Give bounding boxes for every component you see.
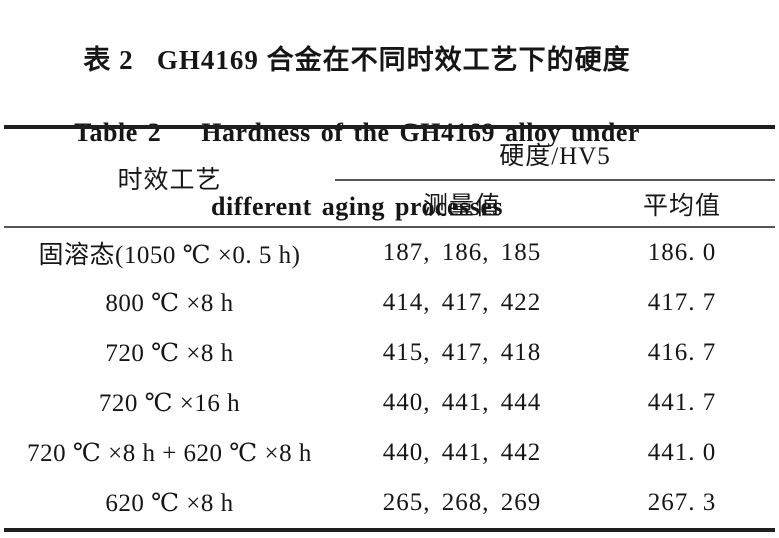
header-body-rule xyxy=(4,226,775,228)
column-header-hardness-group: 硬度/HV5 xyxy=(499,142,611,170)
table-bottom-rule xyxy=(4,528,775,532)
cell-average: 441. 7 xyxy=(647,389,717,416)
cell-average: 267. 3 xyxy=(647,489,717,516)
table-title-en-line2: different aging processes xyxy=(211,192,503,221)
cell-process: 720 ℃ ×8 h + 620 ℃ ×8 h xyxy=(27,440,312,467)
cell-process: 固溶态(1050 ℃ ×0. 5 h) xyxy=(38,242,301,269)
column-header-average: 平均值 xyxy=(642,192,721,220)
table-row: 固溶态(1050 ℃ ×0. 5 h) 187, 186, 185 186. 0 xyxy=(4,228,775,278)
cell-measured: 187, 186, 185 xyxy=(382,239,542,266)
cell-average: 186. 0 xyxy=(647,239,717,266)
cell-process: 620 ℃ ×8 h xyxy=(105,490,234,517)
cell-average: 416. 7 xyxy=(647,339,717,366)
header-spanner-rule xyxy=(335,179,775,181)
table-caption: 表 2 GH4169 合金在不同时效工艺下的硬度 Table 2 Hardnes… xyxy=(0,6,714,262)
table-top-rule xyxy=(4,125,775,129)
cell-measured: 415, 417, 418 xyxy=(382,339,542,366)
table-row: 620 ℃ ×8 h 265, 268, 269 267. 3 xyxy=(4,478,775,528)
table-row: 720 ℃ ×16 h 440, 441, 444 441. 7 xyxy=(4,378,775,428)
column-header-process: 时效工艺 xyxy=(117,166,222,194)
hardness-table: 时效工艺 硬度/HV5 测量值 平均值 固溶态(1050 ℃ ×0. 5 h) … xyxy=(4,125,775,532)
table-header: 时效工艺 硬度/HV5 测量值 平均值 xyxy=(4,129,775,226)
table-row: 720 ℃ ×8 h 415, 417, 418 416. 7 xyxy=(4,328,775,378)
table-row: 800 ℃ ×8 h 414, 417, 422 417. 7 xyxy=(4,278,775,328)
table-title-en-line1: Table 2 Hardness of the GH4169 alloy und… xyxy=(74,118,640,147)
table-body: 固溶态(1050 ℃ ×0. 5 h) 187, 186, 185 186. 0… xyxy=(4,228,775,528)
cell-measured: 265, 268, 269 xyxy=(382,489,542,516)
table-row: 720 ℃ ×8 h + 620 ℃ ×8 h 440, 441, 442 44… xyxy=(4,428,775,478)
cell-process: 720 ℃ ×8 h xyxy=(105,340,234,367)
cell-measured: 414, 417, 422 xyxy=(382,289,542,316)
cell-average: 441. 0 xyxy=(647,439,717,466)
column-header-measured: 测量值 xyxy=(422,192,501,220)
cell-process: 720 ℃ ×16 h xyxy=(98,390,241,417)
cell-process: 800 ℃ ×8 h xyxy=(105,290,234,317)
table-title-zh: 表 2 GH4169 合金在不同时效工艺下的硬度 xyxy=(83,45,631,75)
cell-measured: 440, 441, 444 xyxy=(382,389,542,416)
cell-measured: 440, 441, 442 xyxy=(382,439,542,466)
cell-average: 417. 7 xyxy=(647,289,717,316)
